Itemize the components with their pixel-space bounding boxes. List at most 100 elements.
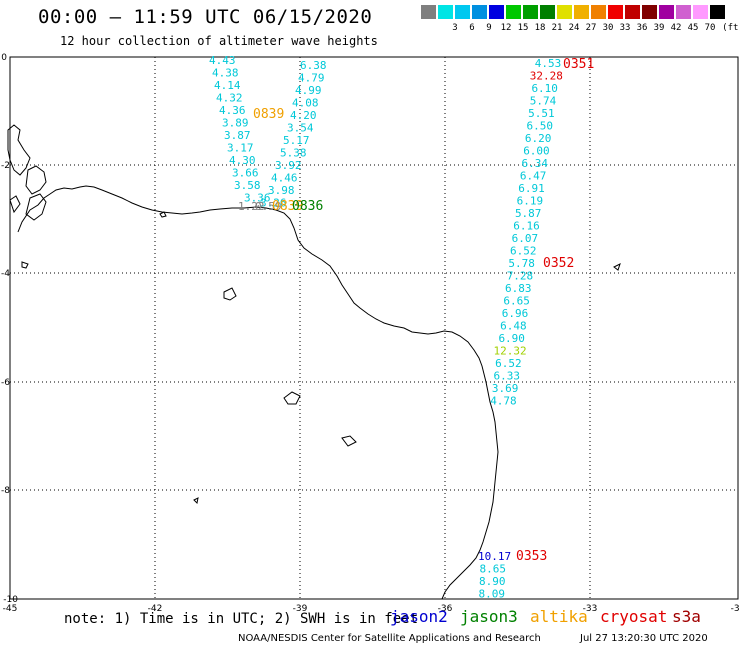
swh-value-east: 6.20 (525, 132, 552, 145)
x-tick-label: -39 (293, 604, 308, 614)
swh-value-mid: 4.08 (292, 97, 319, 110)
x-tick-label: -45 (3, 604, 18, 614)
coastline-main (17, 185, 499, 600)
swh-value-cluster: 1.22 (238, 200, 265, 213)
swh-value-mid: 4.20 (290, 109, 317, 122)
legend-swatch (659, 5, 674, 19)
swh-value-east: 6.19 (517, 195, 544, 208)
swh-value-south: 8.90 (479, 575, 506, 588)
swh-value-east: 5.78 (508, 257, 535, 270)
y-tick-label: -4 (1, 269, 10, 279)
legend-unit: (ft) (722, 23, 740, 33)
legend-swatch (523, 5, 538, 19)
island-outline (613, 263, 621, 271)
x-tick-label: -33 (583, 604, 598, 614)
x-tick-label: -36 (438, 604, 453, 614)
y-axis-ticks: 0 -2 -4 -6 -8 -10 (1, 53, 18, 605)
pass-time-label: 0352 (543, 256, 574, 271)
satellite-name: s3a (672, 607, 701, 626)
legend-label: 15 (517, 23, 529, 33)
swh-value-south: 8.65 (480, 563, 507, 576)
y-tick-label: -8 (1, 486, 10, 496)
legend-swatch (455, 5, 470, 19)
swh-value-east: 6.47 (520, 170, 547, 183)
legend-label: 9 (486, 23, 492, 33)
generated-timestamp: Jul 27 13:20:30 UTC 2020 (580, 633, 708, 644)
swh-value-cluster: 0.59 (255, 200, 282, 213)
legend-swatch (625, 5, 640, 19)
satellite-name: jason3 (460, 607, 518, 626)
swh-value-east: 6.50 (527, 120, 554, 133)
graticule-grid (10, 57, 738, 599)
swh-value-east: 6.34 (522, 157, 549, 170)
legend-label: 42 (670, 23, 682, 33)
y-tick-label: -6 (1, 378, 10, 388)
swh-value-east: 3.69 (492, 382, 519, 395)
satellite-name: altika (530, 607, 588, 626)
swh-value-east: 6.65 (503, 295, 530, 308)
swh-value-east: 5.87 (515, 207, 542, 220)
swh-value-left: 4.14 (214, 79, 241, 92)
swh-value-east: 6.16 (513, 220, 540, 233)
swh-value-mid: 6.38 (300, 59, 327, 72)
legend-swatch (438, 5, 453, 19)
x-tick-label: -42 (148, 604, 163, 614)
island-outline (193, 497, 199, 505)
island-outline (25, 165, 47, 195)
legend-swatch (676, 5, 691, 19)
legend-label: 21 (551, 23, 563, 33)
island-outline (25, 193, 47, 221)
swh-value-left: 3.89 (222, 117, 249, 130)
legend-swatch (489, 5, 504, 19)
map-frame (9, 56, 739, 600)
legend-label: 24 (568, 23, 580, 33)
swh-value-mid: 3.54 (287, 122, 314, 135)
pass-time-label: 0839 (253, 107, 284, 122)
coastline (7, 124, 621, 600)
swh-value-east: 6.91 (518, 182, 545, 195)
footnote: note: 1) Time is in UTC; 2) SWH is in fe… (64, 611, 419, 627)
satellite-name: cryosat (600, 607, 668, 626)
legend-label: 70 (704, 23, 716, 33)
legend-label: 18 (534, 23, 546, 33)
legend-swatch (608, 5, 623, 19)
legend-label: 36 (636, 23, 648, 33)
swh-value-east: 4.53 (535, 57, 562, 70)
swh-value-mid: 4.99 (295, 84, 322, 97)
island-outline (9, 195, 21, 214)
swh-value-mid: 3.26 (260, 197, 287, 210)
legend-swatch (693, 5, 708, 19)
legend-label: 12 (500, 23, 512, 33)
swh-value-east: 6.96 (502, 307, 529, 320)
swh-value-left: 3.87 (224, 129, 251, 142)
swh-value-left: 4.38 (212, 67, 239, 80)
swh-value-mid: 5.38 (280, 147, 307, 160)
legend-label: 39 (653, 23, 665, 33)
y-tick-label: 0 (1, 53, 7, 63)
swh-value-east: 12.32 (493, 345, 526, 358)
swh-value-east: 6.10 (531, 82, 558, 95)
legend-swatch (574, 5, 589, 19)
swh-value-east: 6.48 (500, 320, 527, 333)
legend-swatch (506, 5, 521, 19)
swh-value-east: 6.52 (510, 245, 537, 258)
legend-label: 27 (585, 23, 597, 33)
legend-label: 33 (619, 23, 631, 33)
swh-value-left: 4.36 (219, 104, 246, 117)
island-outline (7, 124, 31, 176)
swh-value-south: 8.09 (479, 588, 506, 601)
map-subtitle: 12 hour collection of altimeter wave hei… (60, 34, 378, 48)
x-axis-ticks: -45 -42 -39 -36 -33 -30 (3, 604, 740, 614)
legend-swatch (642, 5, 657, 19)
swh-value-left: 4.43 (209, 54, 236, 67)
legend-swatch (591, 5, 606, 19)
altimeter-tracks: 4.434.384.144.324.363.893.873.174.303.66… (209, 54, 594, 601)
swh-value-east: 6.90 (498, 332, 525, 345)
swh-value-east: 6.83 (505, 282, 532, 295)
island-outline (21, 261, 29, 269)
pass-time-label: 0351 (563, 57, 594, 72)
y-tick-label: -2 (1, 161, 10, 171)
legend-label: 3 (452, 23, 458, 33)
credit-line: NOAA/NESDIS Center for Satellite Applica… (238, 633, 541, 644)
